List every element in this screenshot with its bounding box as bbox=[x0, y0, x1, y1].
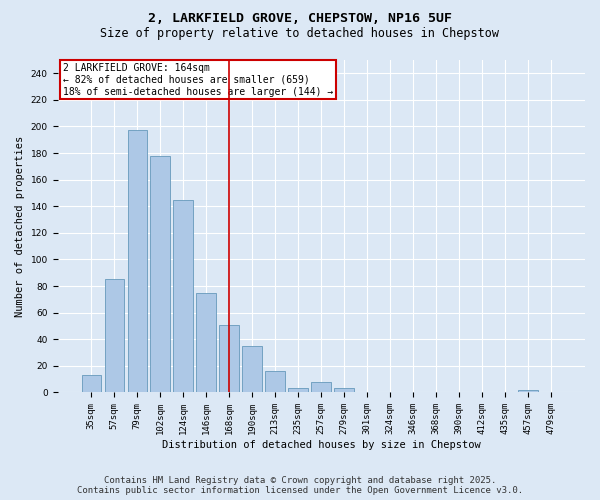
Bar bbox=[265, 371, 285, 392]
Bar bbox=[104, 280, 124, 392]
Text: Contains HM Land Registry data © Crown copyright and database right 2025.
Contai: Contains HM Land Registry data © Crown c… bbox=[77, 476, 523, 495]
Bar bbox=[173, 200, 193, 392]
Bar bbox=[311, 382, 331, 392]
Text: 2, LARKFIELD GROVE, CHEPSTOW, NP16 5UF: 2, LARKFIELD GROVE, CHEPSTOW, NP16 5UF bbox=[148, 12, 452, 26]
Bar bbox=[196, 292, 216, 392]
Bar bbox=[220, 324, 239, 392]
Y-axis label: Number of detached properties: Number of detached properties bbox=[15, 136, 25, 317]
Bar bbox=[151, 156, 170, 392]
Bar bbox=[289, 388, 308, 392]
Bar bbox=[128, 130, 147, 392]
Text: 2 LARKFIELD GROVE: 164sqm
← 82% of detached houses are smaller (659)
18% of semi: 2 LARKFIELD GROVE: 164sqm ← 82% of detac… bbox=[63, 64, 333, 96]
X-axis label: Distribution of detached houses by size in Chepstow: Distribution of detached houses by size … bbox=[162, 440, 481, 450]
Bar bbox=[334, 388, 354, 392]
Bar bbox=[518, 390, 538, 392]
Text: Size of property relative to detached houses in Chepstow: Size of property relative to detached ho… bbox=[101, 28, 499, 40]
Bar bbox=[82, 375, 101, 392]
Bar bbox=[242, 346, 262, 393]
